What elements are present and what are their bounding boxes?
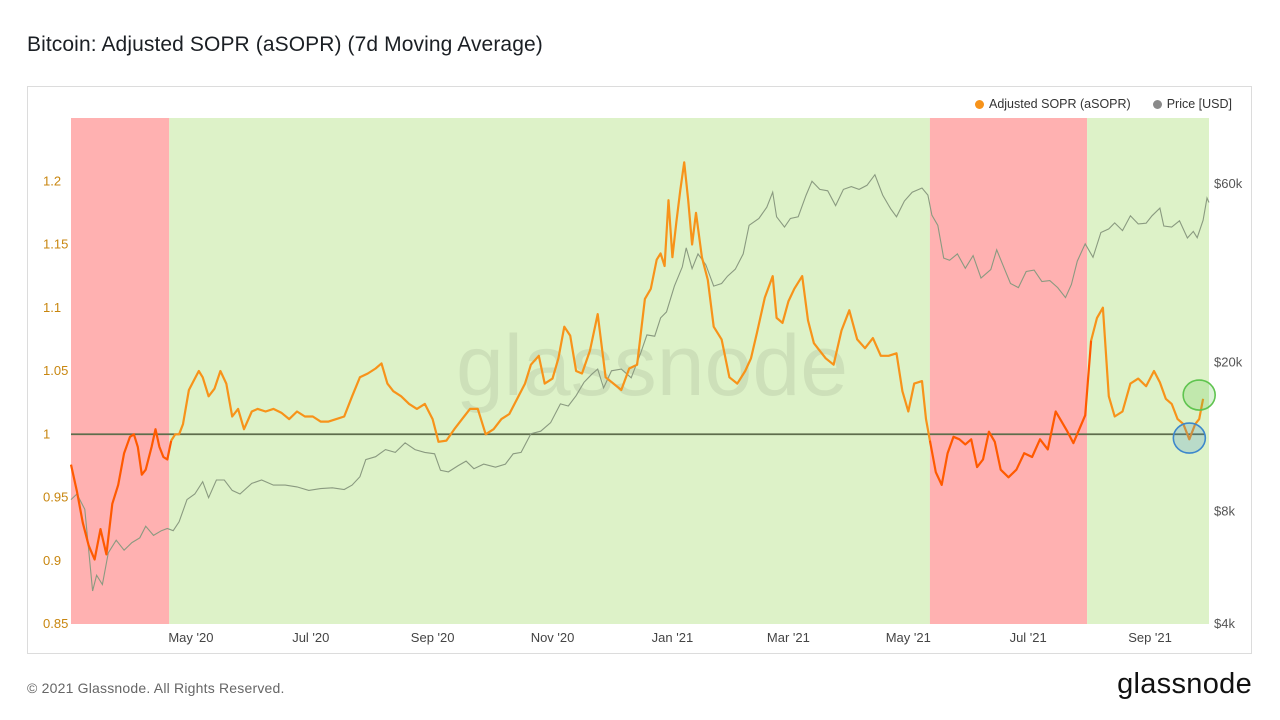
annotation-circle-blue: [1172, 422, 1207, 454]
x-tick-label: Jul '20: [292, 630, 329, 645]
y-left-tick-label: 0.9: [43, 553, 61, 568]
watermark-text: glassnode: [456, 318, 848, 414]
y-right-tick-label: $20k: [1214, 354, 1243, 369]
x-tick-label: Jul '21: [1010, 630, 1047, 645]
chart-legend: Adjusted SOPR (aSOPR) Price [USD]: [974, 97, 1232, 111]
x-tick-label: May '21: [886, 630, 931, 645]
region-band-bear-0: [71, 118, 170, 624]
legend-item-sopr[interactable]: Adjusted SOPR (aSOPR): [974, 97, 1131, 111]
legend-dot-sopr: [974, 99, 984, 109]
region-band-bull-3: [1087, 118, 1209, 624]
y-left-tick-label: 1: [43, 426, 50, 441]
sopr-series-segment-0: [69, 428, 173, 561]
legend-dot-price: [1152, 99, 1162, 109]
copyright-text: © 2021 Glassnode. All Rights Reserved.: [27, 680, 285, 696]
legend-label-sopr: Adjusted SOPR (aSOPR): [988, 97, 1131, 111]
y-right-tick-label: $8k: [1214, 503, 1235, 518]
y-left-tick-label: 1.2: [43, 173, 61, 188]
y-right-tick-label: $4k: [1214, 616, 1235, 631]
x-tick-label: Sep '21: [1128, 630, 1172, 645]
legend-item-price[interactable]: Price [USD]: [1152, 97, 1232, 111]
y-left-tick-label: 0.85: [43, 616, 68, 631]
x-tick-label: Jan '21: [652, 630, 694, 645]
x-tick-label: Nov '20: [531, 630, 575, 645]
y-left-tick-label: 0.95: [43, 490, 68, 505]
x-tick-label: Mar '21: [767, 630, 810, 645]
y-left-tick-label: 1.15: [43, 237, 68, 252]
region-band-bear-2: [929, 118, 1088, 624]
y-left-tick-label: 1.1: [43, 300, 61, 315]
annotation-circle-green: [1182, 379, 1216, 411]
price-series-line: [70, 173, 1210, 592]
y-right-tick-label: $60k: [1214, 176, 1243, 191]
glassnode-logo: glassnode: [1117, 668, 1252, 700]
y-left-tick-label: 1.05: [43, 363, 68, 378]
x-tick-label: Sep '20: [411, 630, 455, 645]
sopr-series-segment-1: [170, 161, 931, 443]
x-tick-label: May '20: [168, 630, 213, 645]
sopr-series-segment-3: [1090, 306, 1205, 441]
chart-title: Bitcoin: Adjusted SOPR (aSOPR) (7d Movin…: [27, 33, 543, 56]
legend-label-price: Price [USD]: [1166, 97, 1232, 111]
sopr-series-segment-2: [928, 340, 1093, 486]
